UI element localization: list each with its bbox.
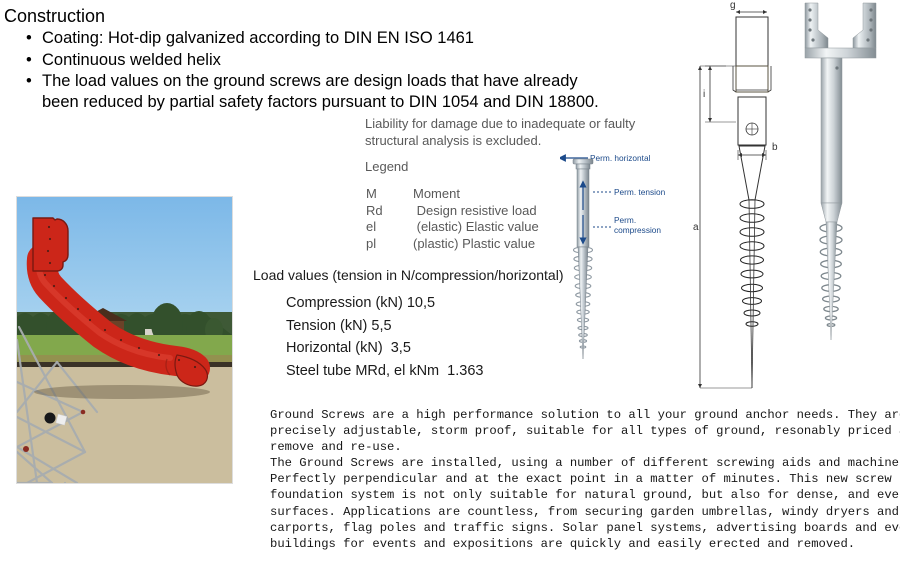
svg-text:i: i <box>703 89 705 100</box>
svg-text:g: g <box>730 0 736 11</box>
svg-text:Perm. horizontal: Perm. horizontal <box>590 153 651 163</box>
svg-text:a: a <box>693 222 699 233</box>
svg-text:b: b <box>772 142 778 153</box>
